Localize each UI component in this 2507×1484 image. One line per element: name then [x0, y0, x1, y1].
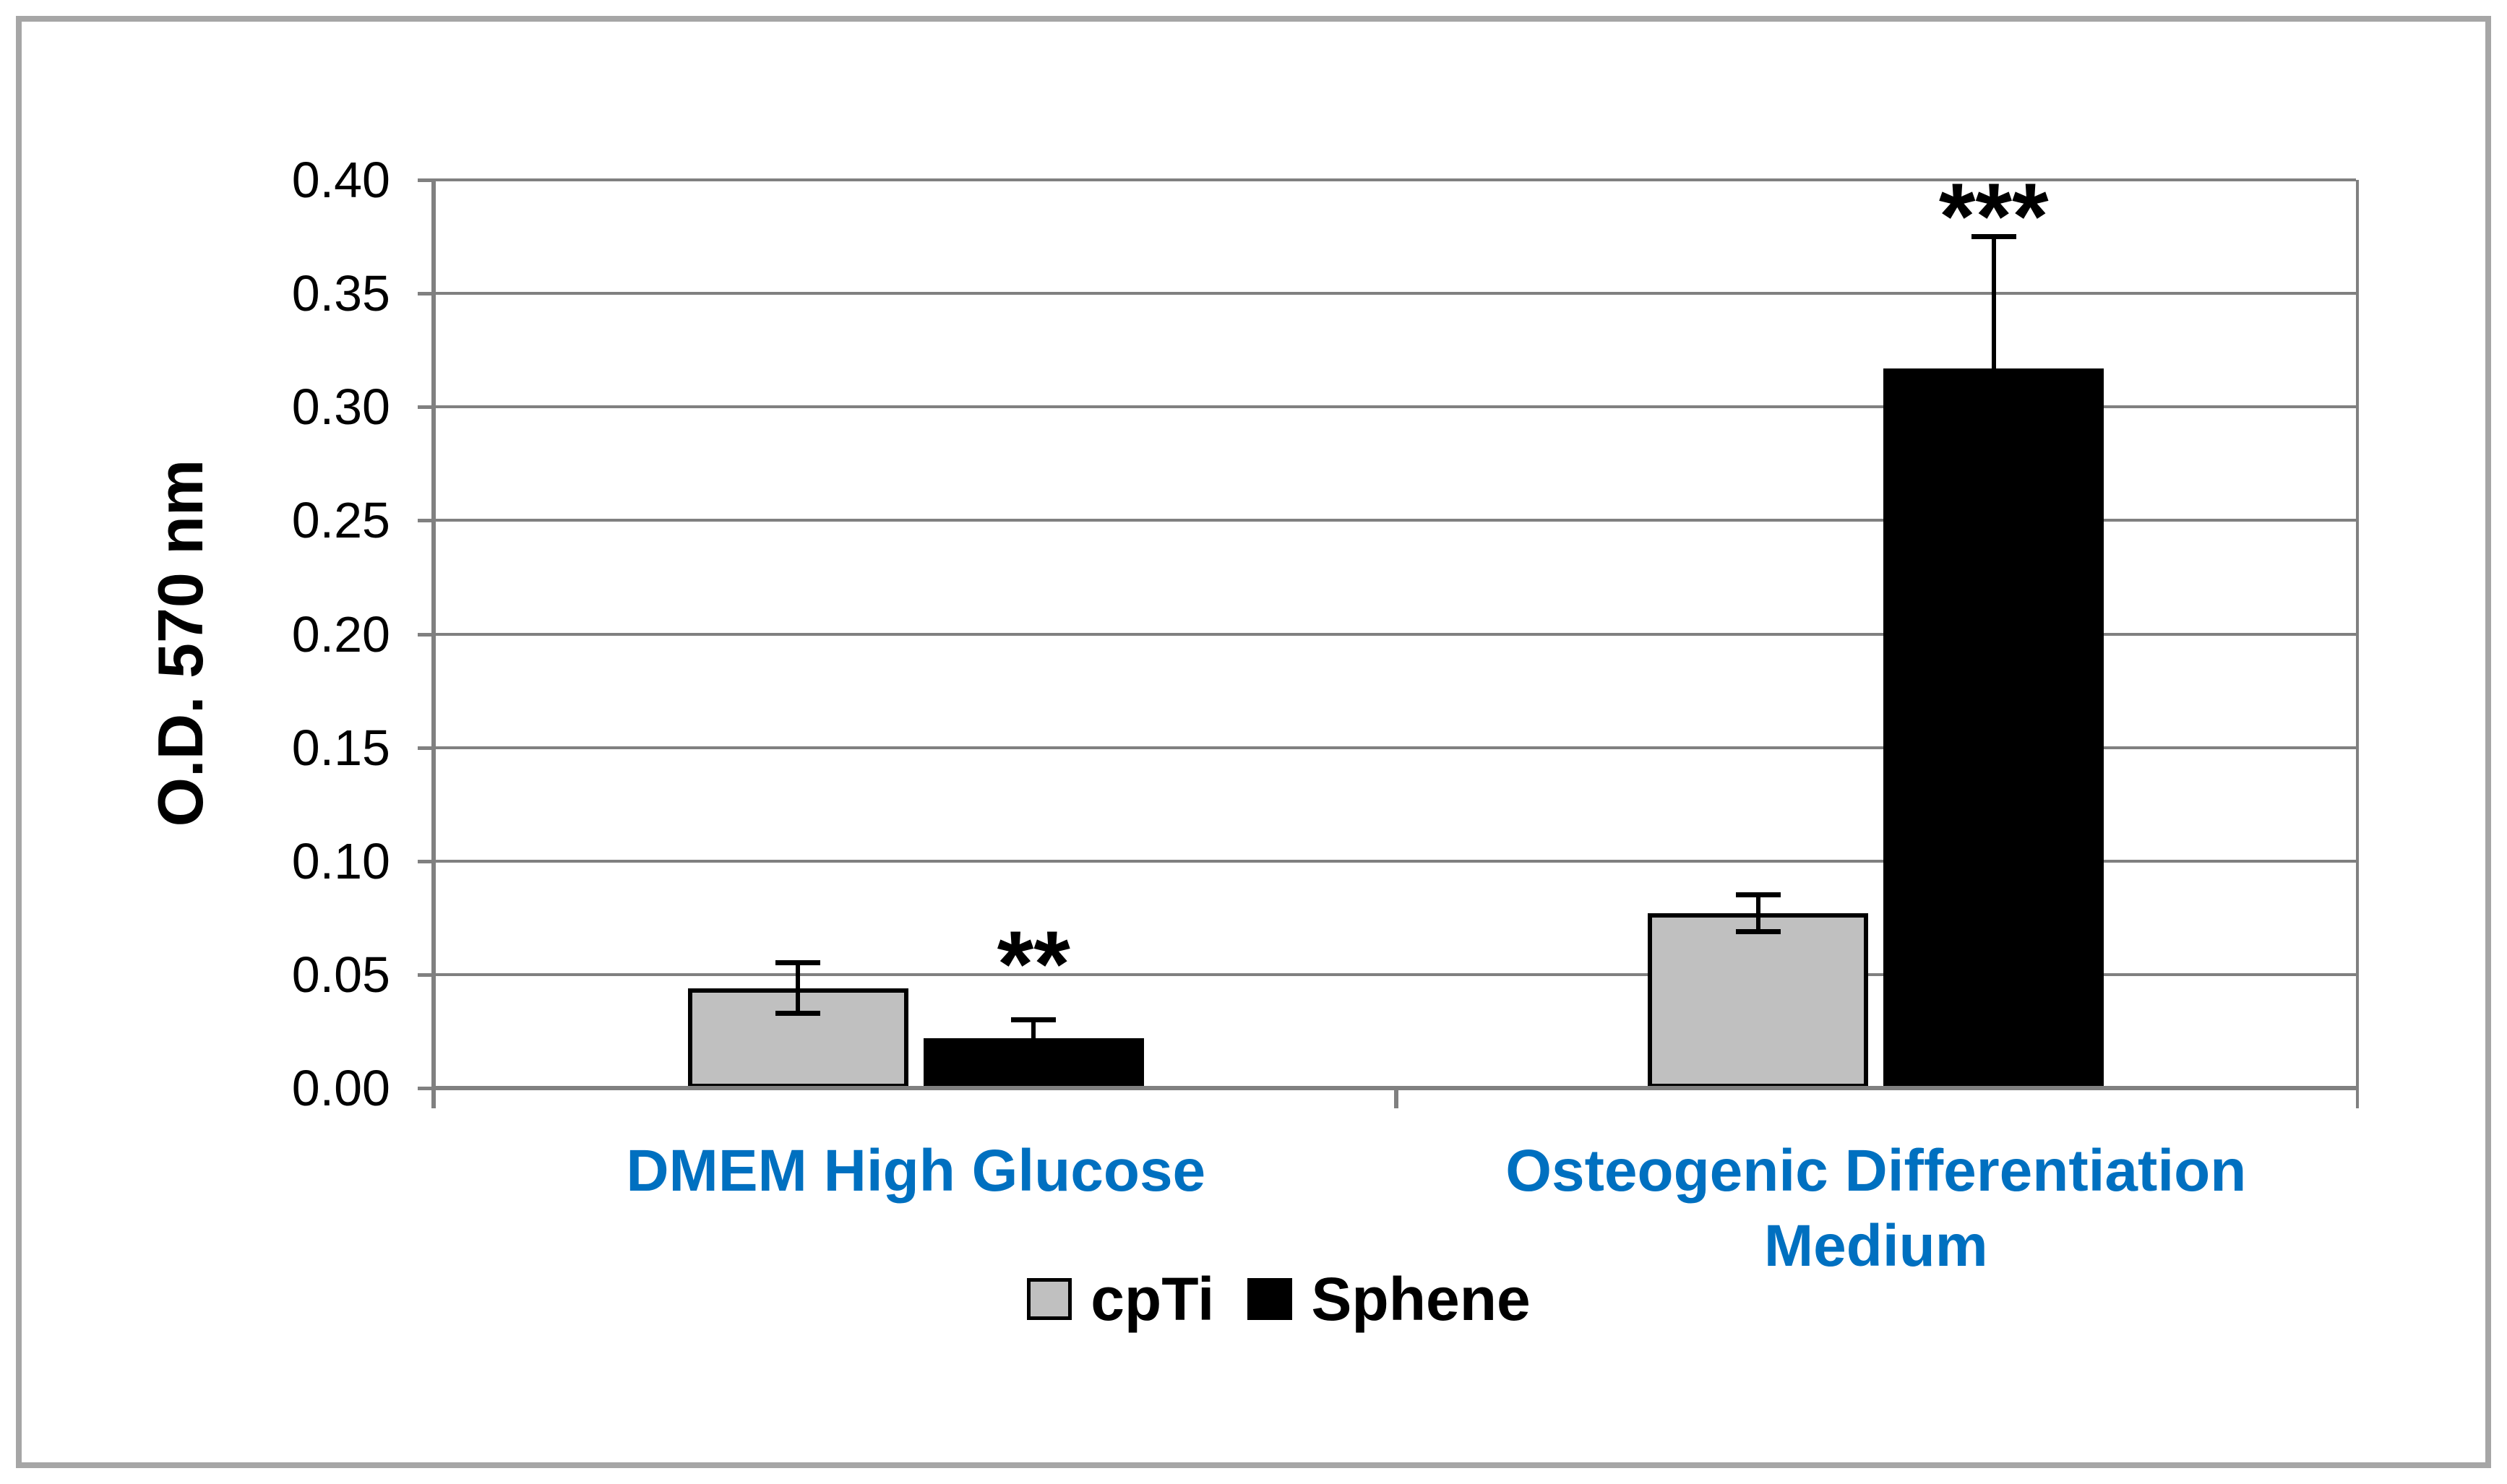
significance-annotation: ** [997, 910, 1070, 1017]
error-bar-cap-top [1971, 233, 2016, 239]
y-axis-tick [418, 1087, 436, 1090]
y-axis-tick [418, 746, 436, 750]
y-gridline [436, 746, 2356, 749]
y-axis-tick [418, 178, 436, 182]
error-bar-cap-top [775, 960, 821, 966]
error-bar-line [796, 963, 801, 1014]
y-axis-tick [418, 519, 436, 523]
category-label: DMEM High Glucose [626, 1138, 1206, 1204]
figure-border [16, 16, 2491, 1468]
y-gridline [436, 859, 2356, 863]
x-axis-tick [1393, 1088, 1398, 1108]
y-axis-tick [418, 972, 436, 977]
y-tick-label: 0.10 [291, 832, 390, 889]
y-axis-tick [418, 632, 436, 637]
error-bar-cap-top [1735, 892, 1781, 897]
y-gridline [436, 405, 2356, 409]
category-label: Osteogenic Differentiation Medium [1505, 1138, 2247, 1279]
y-axis-line [431, 180, 436, 1108]
legend-item-cpti: cpTi [1027, 1263, 1214, 1335]
y-tick-label: 0.35 [291, 265, 390, 322]
y-axis-tick [418, 292, 436, 296]
y-tick-label: 0.05 [291, 946, 390, 1003]
y-axis-title: O.D. 570 nm [145, 459, 216, 827]
bar-sphene-1 [1883, 368, 2104, 1088]
legend-label-sphene: Sphene [1311, 1265, 1531, 1333]
y-gridline [436, 972, 2356, 976]
error-bar-cap-top [1011, 1017, 1057, 1022]
legend: cpTi Sphene [25, 1263, 2507, 1335]
y-gridline [436, 632, 2356, 636]
legend-swatch-cpti [1027, 1278, 1072, 1320]
y-tick-label: 0.15 [291, 719, 390, 776]
error-bar-cap-bottom [1735, 929, 1781, 935]
y-tick-label: 0.00 [291, 1060, 390, 1116]
y-gridline [436, 292, 2356, 295]
legend-label-cpti: cpTi [1091, 1265, 1215, 1333]
y-axis-tick [418, 859, 436, 863]
error-bar-line [1031, 1019, 1036, 1038]
y-tick-label: 0.30 [291, 379, 390, 436]
y-gridline [436, 519, 2356, 522]
error-bar-line [1755, 894, 1760, 932]
y-axis-tick [418, 405, 436, 410]
error-bar-line [1991, 236, 1996, 368]
y-tick-label: 0.40 [291, 152, 390, 208]
legend-swatch-sphene [1247, 1278, 1293, 1320]
y-gridline [436, 178, 2356, 181]
x-axis-line [431, 1086, 2359, 1090]
bar-cpti-1 [1648, 913, 1869, 1088]
bar-sphene-0 [923, 1037, 1144, 1088]
legend-item-sphene: Sphene [1247, 1263, 1531, 1335]
error-bar-cap-bottom [775, 1011, 821, 1017]
plot-right-edge [2356, 180, 2359, 1108]
y-tick-label: 0.20 [291, 605, 390, 663]
y-tick-label: 0.25 [291, 492, 390, 549]
